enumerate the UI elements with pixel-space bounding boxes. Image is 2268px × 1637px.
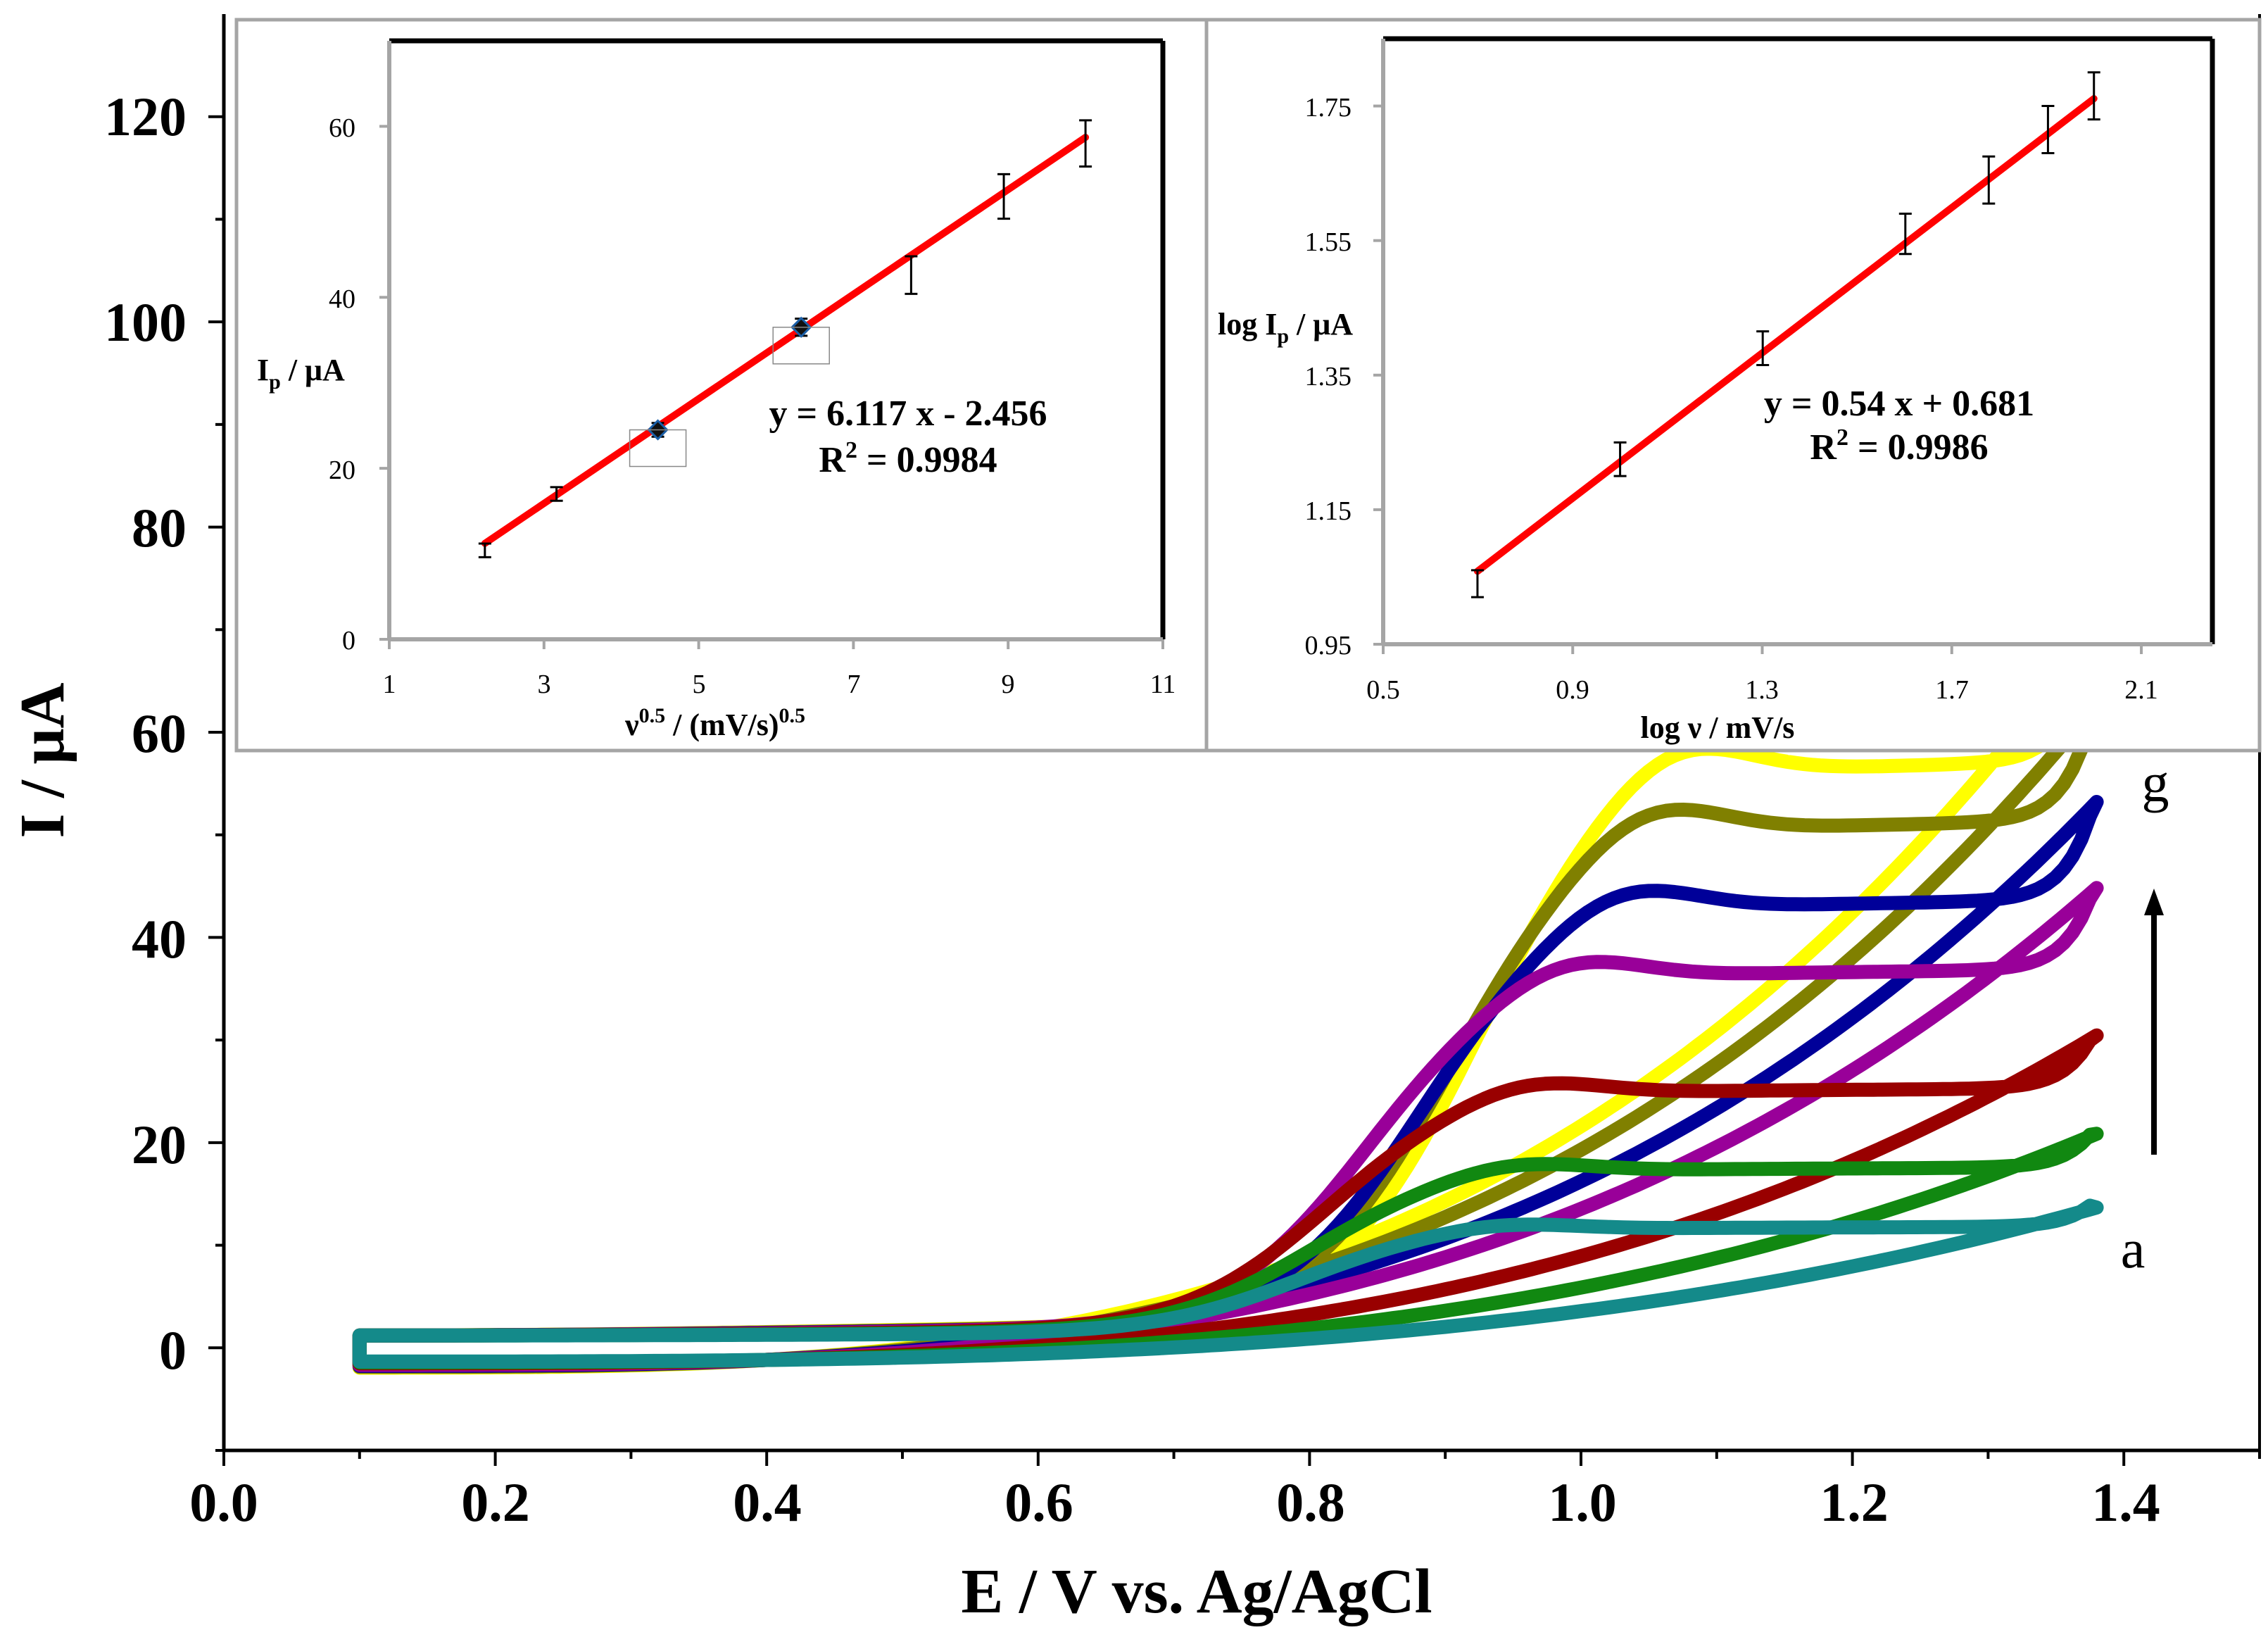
curve-label-g: g — [2142, 752, 2169, 813]
inset1-xtick-label: 5 — [693, 670, 706, 699]
fit-line — [1473, 95, 2098, 575]
inset2-xtick-label: 1.7 — [1935, 675, 1969, 705]
inset2-ytick-label: 0.95 — [1305, 631, 1352, 660]
inset1-xtick-label: 11 — [1150, 670, 1176, 699]
inset1-data — [478, 119, 1092, 558]
inset2-ticks — [1373, 104, 2143, 654]
main-xtick-label: 0.4 — [733, 1472, 802, 1533]
inset2-xtick-label: 0.9 — [1556, 675, 1589, 705]
cv-curve-a — [352, 1198, 2104, 1369]
main-x-axis-label: E / V vs. Ag/AgCl — [961, 1557, 1432, 1626]
inset1-ytick-label: 20 — [329, 456, 355, 485]
main-xtick-label: 0.0 — [189, 1472, 258, 1533]
inset1-r-squared: R2 = 0.9984 — [819, 437, 997, 480]
inset-ip-vs-sqrt-scan-rate: 0 20 40 60 1 3 5 7 9 11 ν0.5 / (mV/s)0.5… — [234, 18, 1209, 753]
main-ytick-label: 0 — [159, 1319, 187, 1381]
inset2-y-axis-label: log Ip / μA — [1218, 307, 1353, 348]
main-y-axis-label: I / μA — [8, 682, 77, 838]
inset2-r-squared: R2 = 0.9986 — [1810, 425, 1988, 468]
inset2-background — [1204, 18, 2262, 753]
inset2-ytick-label: 1.15 — [1305, 496, 1352, 526]
inset1-xtick-label: 1 — [383, 670, 396, 699]
inset2-data — [1470, 71, 2100, 598]
inset2-ytick-label: 1.55 — [1305, 227, 1352, 257]
main-ytick-label: 60 — [132, 703, 187, 764]
inset1-ytick-label: 40 — [329, 284, 355, 314]
main-xtick-label: 0.6 — [1004, 1472, 1073, 1533]
inset2-fit-equation: y = 0.54 x + 0.681 — [1764, 384, 2034, 424]
inset1-y-axis-label: Ip / μA — [257, 353, 345, 394]
main-ticks — [208, 115, 2261, 1466]
main-xtick-label: 0.8 — [1276, 1472, 1345, 1533]
inset2-xtick-label: 2.1 — [2124, 675, 2158, 705]
inset1-ticks — [379, 125, 1164, 649]
inset2-ytick-label: 1.75 — [1305, 93, 1352, 123]
marker-highlight-box — [629, 429, 687, 468]
main-ytick-label: 100 — [104, 291, 187, 353]
inset1-x-axis-label: ν0.5 / (mV/s)0.5 — [624, 704, 805, 742]
main-ytick-label: 80 — [132, 497, 187, 558]
inset1-ytick-label: 60 — [329, 113, 355, 143]
main-xtick-label: 1.4 — [2091, 1472, 2160, 1533]
main-ytick-label: 40 — [132, 908, 187, 970]
inset1-fit-equation: y = 6.117 x - 2.456 — [769, 394, 1047, 434]
inset2-xtick-label: 0.5 — [1366, 675, 1400, 705]
marker-highlight-box — [772, 327, 830, 365]
main-ytick-label: 20 — [132, 1114, 187, 1175]
curve-label-a: a — [2121, 1218, 2146, 1279]
fit-line — [481, 134, 1090, 547]
inset1-xtick-label: 7 — [848, 670, 861, 699]
main-plot: 0 20 40 60 80 100 120 0.0 0.2 0.4 0.6 0.… — [8, 14, 2261, 1626]
inset-logip-vs-log-scan-rate: 0.95 1.15 1.35 1.55 1.75 0.5 0.9 1.3 1.7… — [1204, 18, 2262, 753]
cv-curves — [352, 622, 2104, 1375]
increase-arrow — [2144, 889, 2164, 1155]
inset1-xtick-label: 3 — [538, 670, 551, 699]
inset1-xtick-label: 9 — [1002, 670, 1015, 699]
main-ytick-label: 120 — [104, 86, 187, 147]
main-xtick-label: 0.2 — [461, 1472, 530, 1533]
main-xtick-label: 1.2 — [1820, 1472, 1889, 1533]
main-xtick-label: 1.0 — [1548, 1472, 1617, 1533]
inset2-ytick-label: 1.35 — [1305, 362, 1352, 391]
inset1-ytick-label: 0 — [342, 626, 355, 656]
inset2-xtick-label: 1.3 — [1745, 675, 1779, 705]
inset2-x-axis-label: log ν / mV/s — [1641, 710, 1795, 745]
